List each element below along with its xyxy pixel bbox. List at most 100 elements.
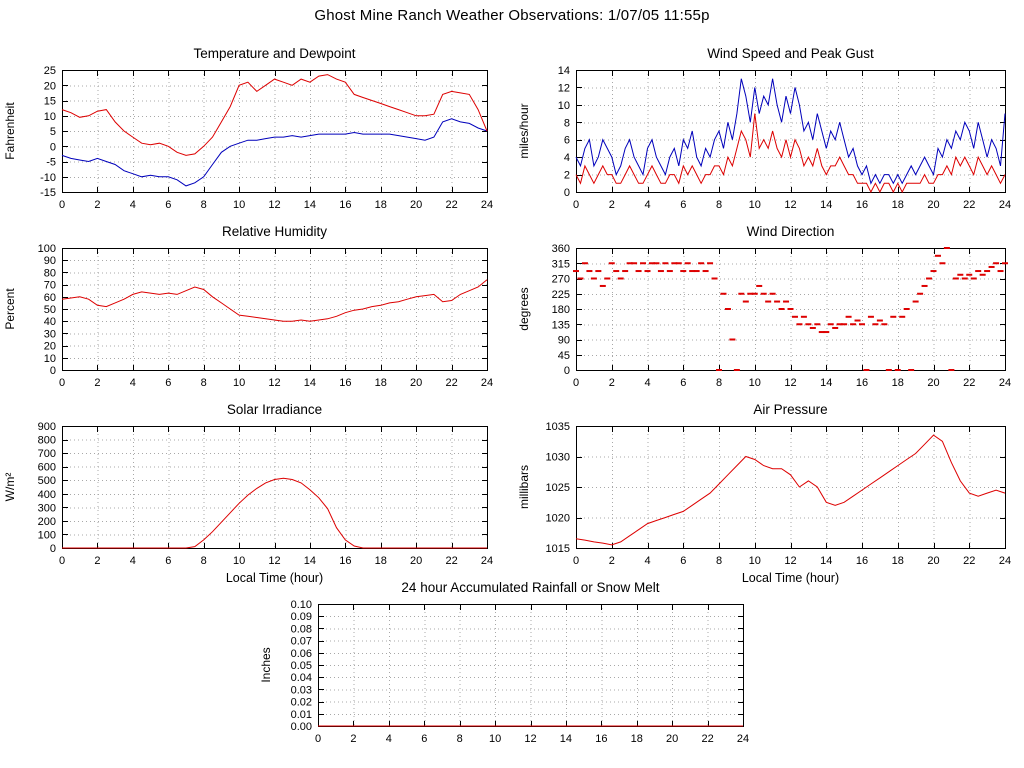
svg-text:14: 14 bbox=[820, 555, 832, 567]
grid-lines bbox=[576, 248, 1005, 370]
svg-text:20: 20 bbox=[927, 199, 939, 211]
svg-text:50: 50 bbox=[44, 304, 56, 316]
svg-text:14: 14 bbox=[304, 377, 316, 389]
svg-text:12: 12 bbox=[784, 555, 796, 567]
svg-text:40: 40 bbox=[44, 316, 56, 328]
svg-text:0.00: 0.00 bbox=[291, 721, 312, 733]
y-axis-label: degrees bbox=[517, 287, 531, 330]
svg-text:12: 12 bbox=[784, 377, 796, 389]
svg-text:0.02: 0.02 bbox=[291, 697, 312, 709]
svg-text:2: 2 bbox=[94, 199, 100, 211]
svg-text:0: 0 bbox=[50, 141, 56, 153]
svg-text:8: 8 bbox=[716, 199, 722, 211]
grid-lines bbox=[318, 604, 743, 726]
svg-text:12: 12 bbox=[558, 82, 570, 94]
svg-text:12: 12 bbox=[268, 555, 280, 567]
svg-text:22: 22 bbox=[963, 199, 975, 211]
svg-text:360: 360 bbox=[552, 243, 570, 255]
svg-text:2: 2 bbox=[94, 555, 100, 567]
svg-text:6: 6 bbox=[165, 199, 171, 211]
svg-text:0: 0 bbox=[59, 199, 65, 211]
svg-text:180: 180 bbox=[552, 304, 570, 316]
chart-air-pressure: 0 2 4 6 8 10 12 14 16 18 20 22 24 1015 1020 1025 1030 103… bbox=[514, 394, 1024, 599]
svg-text:24: 24 bbox=[481, 199, 493, 211]
chart-title: Temperature and Dewpoint bbox=[193, 46, 355, 61]
svg-text:6: 6 bbox=[680, 377, 686, 389]
svg-text:30: 30 bbox=[44, 328, 56, 340]
svg-text:4: 4 bbox=[644, 555, 650, 567]
svg-text:10: 10 bbox=[233, 377, 245, 389]
plot-border bbox=[318, 604, 744, 727]
plot-border bbox=[576, 248, 1006, 371]
series-wind-speed bbox=[575, 113, 1006, 194]
svg-text:8: 8 bbox=[201, 199, 207, 211]
svg-text:8: 8 bbox=[201, 555, 207, 567]
svg-text:1035: 1035 bbox=[546, 421, 570, 433]
grid-lines bbox=[62, 70, 487, 192]
svg-text:0: 0 bbox=[564, 187, 570, 199]
page-title: Ghost Mine Ranch Weather Observations: 1… bbox=[314, 7, 710, 24]
series-air-pressure bbox=[575, 434, 1006, 546]
svg-text:14: 14 bbox=[820, 377, 832, 389]
svg-text:24: 24 bbox=[999, 555, 1011, 567]
chart-title: 24 hour Accumulated Rainfall or Snow Mel… bbox=[401, 580, 659, 595]
svg-text:12: 12 bbox=[268, 199, 280, 211]
svg-text:10: 10 bbox=[749, 555, 761, 567]
svg-text:24: 24 bbox=[737, 733, 749, 745]
svg-text:0: 0 bbox=[573, 377, 579, 389]
plot-border bbox=[62, 426, 488, 549]
chart-title: Wind Speed and Peak Gust bbox=[707, 46, 874, 61]
series-solar-irradiance bbox=[62, 477, 487, 549]
svg-text:8: 8 bbox=[716, 555, 722, 567]
svg-text:0: 0 bbox=[50, 365, 56, 377]
svg-text:18: 18 bbox=[375, 377, 387, 389]
svg-text:1015: 1015 bbox=[546, 543, 570, 555]
svg-text:20: 20 bbox=[44, 341, 56, 353]
plot-border bbox=[576, 426, 1006, 549]
svg-text:6: 6 bbox=[165, 377, 171, 389]
y-axis-label: Fahrenheit bbox=[3, 102, 17, 160]
svg-text:0: 0 bbox=[315, 733, 321, 745]
svg-text:18: 18 bbox=[631, 733, 643, 745]
svg-text:-10: -10 bbox=[40, 172, 56, 184]
svg-text:20: 20 bbox=[410, 199, 422, 211]
svg-text:800: 800 bbox=[38, 435, 56, 447]
svg-text:22: 22 bbox=[963, 377, 975, 389]
svg-text:270: 270 bbox=[552, 274, 570, 286]
svg-text:16: 16 bbox=[339, 555, 351, 567]
plot-border bbox=[576, 70, 1006, 193]
svg-text:500: 500 bbox=[38, 475, 56, 487]
tick-labels: 0 2 4 6 8 10 12 14 16 18 20 22 240100200300400500600… bbox=[38, 421, 493, 567]
svg-text:225: 225 bbox=[552, 289, 570, 301]
svg-text:18: 18 bbox=[892, 555, 904, 567]
grid-lines bbox=[576, 426, 1005, 548]
svg-text:12: 12 bbox=[784, 199, 796, 211]
svg-text:-15: -15 bbox=[40, 187, 56, 199]
svg-text:22: 22 bbox=[963, 555, 975, 567]
svg-text:0.03: 0.03 bbox=[291, 684, 312, 696]
svg-text:25: 25 bbox=[44, 65, 56, 77]
series-peak-gust bbox=[575, 78, 1006, 185]
svg-text:300: 300 bbox=[38, 502, 56, 514]
svg-text:12: 12 bbox=[524, 733, 536, 745]
chart-title: Air Pressure bbox=[753, 402, 827, 417]
rainfall-plot: 0 2 4 6 8 10 12 14 16 18 20 22 240.000.010.020.030.0… bbox=[259, 580, 749, 745]
svg-text:18: 18 bbox=[892, 377, 904, 389]
svg-text:10: 10 bbox=[233, 199, 245, 211]
svg-text:90: 90 bbox=[44, 255, 56, 267]
grid-lines bbox=[576, 70, 1005, 192]
chart-temperature-dewpoint: 0 2 4 6 8 10 12 14 16 18 20 22 24 -15 -10 -5 0 5 10 15 20 25 T… bbox=[0, 38, 505, 223]
air-pressure-plot: 0 2 4 6 8 10 12 14 16 18 20 22 241015102010251030103… bbox=[517, 402, 1011, 585]
svg-text:100: 100 bbox=[38, 529, 56, 541]
svg-text:14: 14 bbox=[820, 199, 832, 211]
svg-text:1020: 1020 bbox=[546, 513, 570, 525]
svg-text:20: 20 bbox=[44, 80, 56, 92]
svg-text:0: 0 bbox=[50, 543, 56, 555]
svg-text:24: 24 bbox=[999, 377, 1011, 389]
svg-text:6: 6 bbox=[421, 733, 427, 745]
svg-text:1030: 1030 bbox=[546, 452, 570, 464]
svg-text:8: 8 bbox=[564, 117, 570, 129]
svg-text:20: 20 bbox=[666, 733, 678, 745]
svg-text:4: 4 bbox=[386, 733, 392, 745]
